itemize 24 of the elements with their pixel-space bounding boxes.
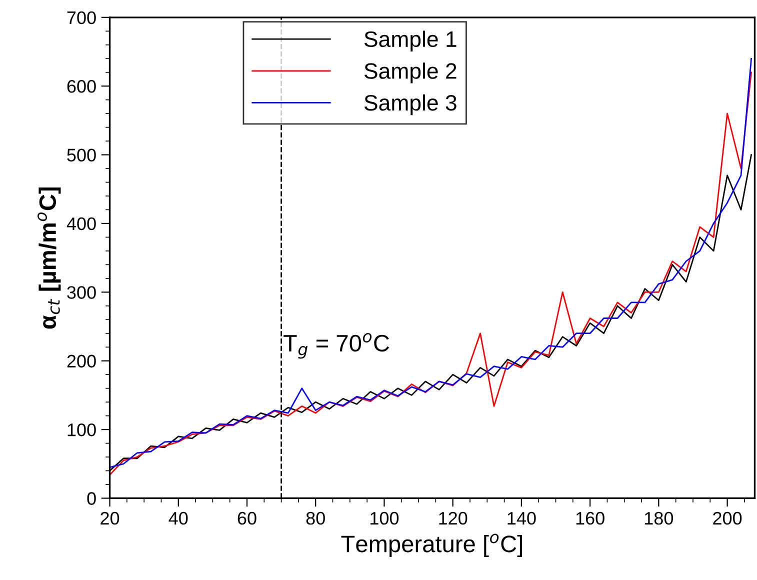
- y-tick-label: 0: [87, 492, 96, 505]
- x-tick-label: 100: [370, 512, 399, 525]
- legend-label: Sample 3: [364, 94, 456, 116]
- ref-line-label: T$_{g}$ = 70$^{o}$C: [284, 333, 390, 359]
- y-tick-label: 700: [67, 11, 96, 24]
- y-tick-label: 200: [67, 354, 96, 368]
- x-tick-label: 40: [168, 512, 188, 525]
- x-tick-label: 160: [576, 512, 604, 525]
- y-tick-label: 600: [67, 80, 96, 93]
- y-tick-label: 100: [68, 423, 96, 436]
- x-axis-title: Temperature [$^{o}$C]: [341, 534, 522, 557]
- x-tick-label: 180: [644, 512, 674, 525]
- y-tick-label: 300: [67, 286, 96, 299]
- x-tick-label: 80: [306, 512, 325, 525]
- y-tick-label: 400: [66, 217, 96, 230]
- x-tick-label: 60: [238, 512, 256, 525]
- x-tick-label: 120: [439, 512, 468, 525]
- y-axis-title: α$_{ct}$ [µm/m$^{o}$C]: [38, 187, 61, 329]
- x-tick-label: 140: [508, 512, 536, 525]
- legend-label: Sample 1: [364, 30, 456, 52]
- y-tick-label: 500: [67, 148, 96, 162]
- x-tick-label: 20: [100, 512, 120, 525]
- legend-label: Sample 2: [364, 62, 456, 84]
- x-tick-label: 200: [713, 512, 742, 525]
